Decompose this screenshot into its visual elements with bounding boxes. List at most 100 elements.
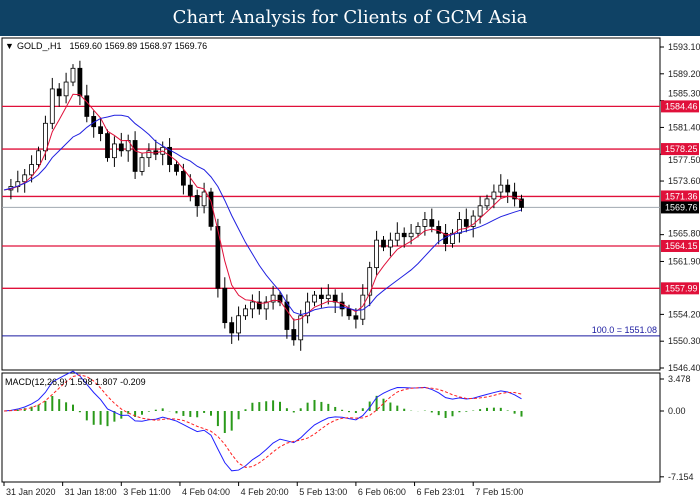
candle-body xyxy=(201,191,207,207)
candle-body xyxy=(477,205,483,217)
candle-body xyxy=(215,226,221,289)
ma-slow-line xyxy=(3,114,522,316)
level-price-tag xyxy=(661,282,699,295)
candle-body xyxy=(77,67,83,97)
macd-tick-label: -7.154 xyxy=(668,472,694,482)
candle-body xyxy=(367,267,373,296)
candle-body xyxy=(394,232,400,241)
candle-body xyxy=(187,184,193,196)
candle-body xyxy=(132,140,138,172)
candle-body xyxy=(381,239,386,248)
ohlc-label: 1569.60 1569.89 1568.97 1569.76 xyxy=(70,41,208,51)
y-tick-label: 1561.90 xyxy=(668,256,700,266)
candle-body xyxy=(118,143,124,152)
candle-body xyxy=(174,164,179,172)
x-tick-label: 31 Jan 2020 xyxy=(6,487,56,497)
y-tick-label: 1546.40 xyxy=(668,363,700,373)
y-tick-label: 1573.60 xyxy=(668,176,700,186)
x-tick-label: 4 Feb 20:00 xyxy=(241,487,289,497)
y-tick-label: 1589.20 xyxy=(668,69,700,79)
candle-body xyxy=(318,294,324,299)
candle-body xyxy=(450,232,455,244)
candle-body xyxy=(56,88,62,97)
level-price-label: 1571.36 xyxy=(665,191,698,201)
macd-tick-label: 0.00 xyxy=(668,406,686,416)
candle-body xyxy=(422,219,428,227)
candle-body xyxy=(112,143,117,159)
candle-body xyxy=(139,157,145,172)
candle-body xyxy=(270,294,276,303)
candle-body xyxy=(98,126,103,135)
candle-body xyxy=(277,294,283,303)
y-tick-label: 1577.50 xyxy=(668,155,700,165)
level-price-label: 1557.99 xyxy=(665,283,698,293)
x-tick-label: 3 Feb 11:00 xyxy=(123,487,170,497)
level-price-label: 1584.46 xyxy=(665,101,698,111)
page-title: Chart Analysis for Clients of GCM Asia xyxy=(0,0,700,36)
y-tick-label: 1554.20 xyxy=(668,309,700,319)
macd-line xyxy=(3,370,522,472)
x-tick-label: 7 Feb 15:00 xyxy=(475,487,523,497)
candle-body xyxy=(298,315,304,341)
level-price-tag xyxy=(661,100,699,113)
candle-body xyxy=(22,174,28,183)
macd-label: MACD(12,26,9) 1.598 1.807 -0.209 xyxy=(5,377,146,387)
candle-body xyxy=(401,232,407,238)
candle-body xyxy=(463,219,469,227)
candle-body xyxy=(222,287,228,324)
macd-panel-frame xyxy=(1,372,661,483)
y-tick-label: 1593.10 xyxy=(668,42,700,52)
candle-body xyxy=(415,226,421,234)
candle-body xyxy=(84,95,90,117)
candle-body xyxy=(105,133,110,159)
candle-body xyxy=(63,81,69,97)
collapse-arrow-icon: ▼ xyxy=(5,41,14,51)
level-price-label: 1564.15 xyxy=(665,241,698,251)
candle-body xyxy=(346,308,352,317)
candle-body xyxy=(498,184,504,193)
level-price-tag xyxy=(661,239,699,252)
candle-body xyxy=(194,195,200,207)
y-tick-label: 1550.30 xyxy=(668,336,700,346)
level-price-tag xyxy=(661,190,699,203)
candle-body xyxy=(180,171,186,186)
macd-tick-label: 3.478 xyxy=(668,374,691,384)
candle-body xyxy=(429,219,435,227)
candle-body xyxy=(456,219,462,234)
candle-body xyxy=(229,322,235,334)
level-price-tag xyxy=(661,143,699,156)
candle-body xyxy=(291,329,297,341)
candle-body xyxy=(146,150,152,159)
level-price-label: 1578.25 xyxy=(665,144,698,154)
x-tick-label: 4 Feb 04:00 xyxy=(182,487,230,497)
x-tick-label: 6 Feb 23:01 xyxy=(417,487,465,497)
candle-body xyxy=(505,184,511,193)
candle-body xyxy=(263,301,269,310)
candle-body xyxy=(519,198,524,208)
candle-body xyxy=(49,88,55,124)
candle-body xyxy=(70,67,76,83)
candle-body xyxy=(408,232,414,238)
candle-body xyxy=(325,294,331,299)
candle-body xyxy=(284,301,290,330)
candle-body xyxy=(512,191,517,200)
main-panel-frame xyxy=(1,37,661,371)
candle-body xyxy=(484,198,490,207)
fibonacci-level-label: 100.0 = 1551.08 xyxy=(592,325,657,335)
candle-body xyxy=(256,301,262,310)
candle-body xyxy=(43,122,48,152)
candle-body xyxy=(29,164,35,176)
candle-body xyxy=(243,308,248,317)
candle-body xyxy=(491,191,497,200)
candle-body xyxy=(470,215,476,227)
current-price-tag xyxy=(661,201,699,214)
x-tick-label: 5 Feb 13:00 xyxy=(299,487,347,497)
candle-body xyxy=(36,150,41,165)
ma-fast-line xyxy=(3,93,522,321)
y-tick-label: 1581.40 xyxy=(668,122,700,132)
candle-body xyxy=(249,301,255,310)
candle-body xyxy=(305,301,311,317)
y-tick-label: 1565.80 xyxy=(668,229,700,239)
